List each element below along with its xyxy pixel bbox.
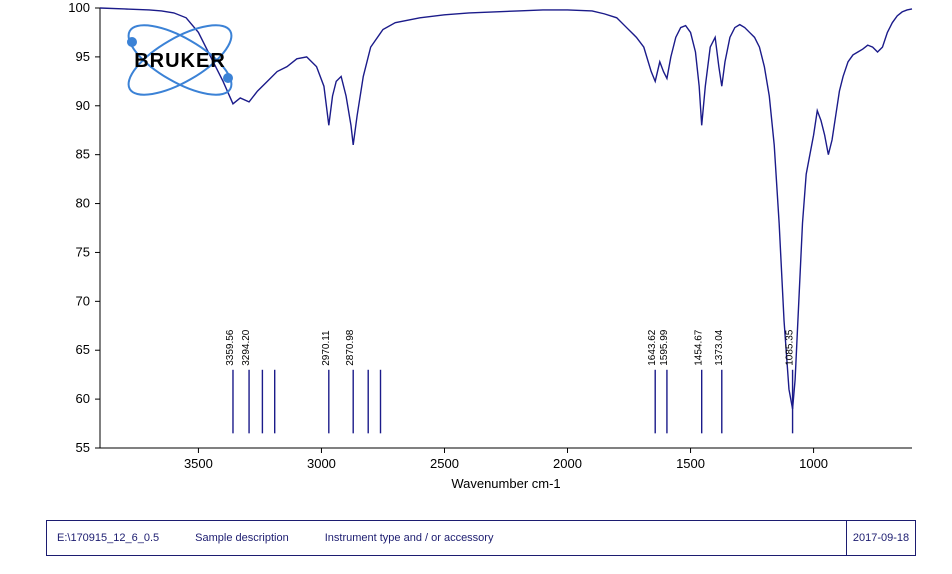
svg-text:60: 60 [76, 391, 90, 406]
footer-instrument: Instrument type and / or accessory [325, 532, 494, 544]
svg-text:1085.35: 1085.35 [785, 329, 796, 366]
footer-right: 2017-09-18 [847, 520, 916, 556]
svg-text:3000: 3000 [307, 456, 336, 471]
chart-svg: 55 60 65 70 75 80 85 90 95 100 1000 1500 2000 2500 300… [0, 0, 952, 510]
svg-text:2970.11: 2970.11 [321, 330, 332, 366]
svg-text:65: 65 [76, 342, 90, 357]
svg-text:1595.99: 1595.99 [659, 329, 670, 366]
svg-text:70: 70 [76, 293, 90, 308]
footer-date: 2017-09-18 [853, 532, 909, 544]
svg-text:2000: 2000 [553, 456, 582, 471]
footer-filepath: E:\170915_12_6_0.5 [57, 532, 159, 544]
footer-bar: E:\170915_12_6_0.5 Sample description In… [46, 520, 916, 556]
footer-left: E:\170915_12_6_0.5 Sample description In… [46, 520, 847, 556]
svg-text:90: 90 [76, 98, 90, 113]
svg-text:75: 75 [76, 244, 90, 259]
svg-text:1373.04: 1373.04 [714, 329, 725, 366]
svg-text:3500: 3500 [184, 456, 213, 471]
svg-text:100: 100 [68, 0, 90, 15]
svg-text:1643.62: 1643.62 [647, 329, 658, 366]
svg-text:1454.67: 1454.67 [694, 329, 705, 366]
svg-text:BRUKER: BRUKER [134, 50, 226, 72]
svg-text:1500: 1500 [676, 456, 705, 471]
svg-text:80: 80 [76, 196, 90, 211]
svg-text:3294.20: 3294.20 [241, 329, 252, 366]
svg-text:3359.56: 3359.56 [225, 329, 236, 366]
svg-text:55: 55 [76, 440, 90, 455]
svg-text:2500: 2500 [430, 456, 459, 471]
footer-sample-desc: Sample description [195, 532, 289, 544]
spectrum-chart: 55 60 65 70 75 80 85 90 95 100 1000 1500 2000 2500 300… [0, 0, 952, 574]
svg-text:Wavenumber cm-1: Wavenumber cm-1 [451, 476, 560, 491]
svg-text:95: 95 [76, 49, 90, 64]
svg-text:1000: 1000 [799, 456, 828, 471]
svg-text:85: 85 [76, 147, 90, 162]
svg-text:2870.98: 2870.98 [345, 329, 356, 366]
